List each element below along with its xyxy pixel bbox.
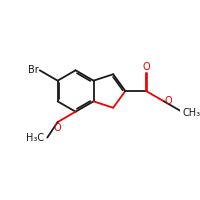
Text: CH₃: CH₃ xyxy=(183,108,200,118)
Text: Br: Br xyxy=(28,65,38,75)
Text: O: O xyxy=(143,62,150,72)
Text: O: O xyxy=(165,96,172,106)
Text: H₃C: H₃C xyxy=(26,133,45,143)
Text: O: O xyxy=(54,123,61,133)
